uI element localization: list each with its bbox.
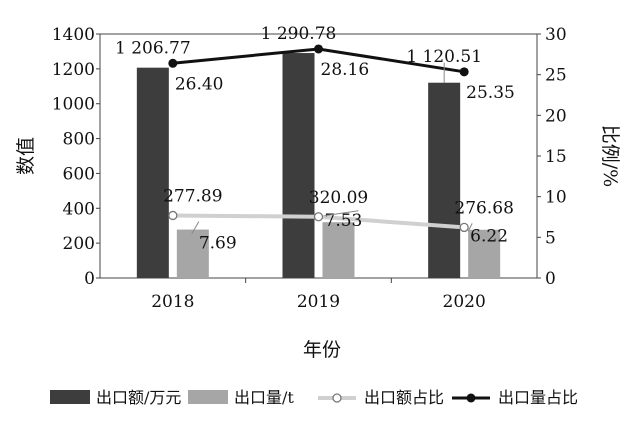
y2-tick-label: 20 xyxy=(545,106,567,126)
legend-swatch xyxy=(188,390,228,404)
x-tick-label: 2018 xyxy=(151,292,194,312)
point-export-value-share xyxy=(459,222,469,233)
data-label-export-value-share: 7.53 xyxy=(325,211,363,231)
y2-tick-label: 25 xyxy=(545,66,567,86)
point-export-volume-share xyxy=(314,44,323,54)
point-export-value-share xyxy=(168,210,178,221)
y-tick-label: 200 xyxy=(63,234,95,254)
y2-tick-label: 5 xyxy=(545,228,556,248)
x-axis-title: 年份 xyxy=(303,339,341,361)
data-label-export-volume: 277.89 xyxy=(163,186,222,206)
legend-label: 出口量/t xyxy=(234,388,294,407)
y-tick-label: 400 xyxy=(63,199,95,219)
legend-label: 出口量占比 xyxy=(498,388,578,407)
data-label-export-volume-share: 26.40 xyxy=(175,74,224,94)
leader-line xyxy=(191,221,200,234)
point-export-volume-share xyxy=(168,58,178,68)
plot-area: 0 200 400 600 800 1000 1200 1400 0 5 10 15 20 25 30 201… xyxy=(52,24,567,312)
x-tick-label: 2020 xyxy=(443,292,486,312)
point-export-volume-share xyxy=(459,67,469,77)
data-label-export-value: 1 120.51 xyxy=(406,47,482,67)
y-tick-label: 1400 xyxy=(52,25,95,45)
data-label-export-value: 1 290.78 xyxy=(261,24,337,44)
legend: 出口额/万元 出口量/t 出口额占比 出口量占比 xyxy=(50,388,578,407)
data-label-export-volume-share: 25.35 xyxy=(466,83,515,103)
data-label-export-volume: 320.09 xyxy=(309,188,368,208)
data-label-export-value: 1 206.77 xyxy=(115,38,191,58)
bar-export-volume xyxy=(322,222,355,278)
y2-tick-label: 30 xyxy=(545,25,567,45)
legend-label: 出口额/万元 xyxy=(96,388,181,407)
leader-line xyxy=(324,210,359,217)
legend-marker xyxy=(332,393,342,403)
bar-export-volume xyxy=(468,229,501,278)
data-label-export-volume: 276.68 xyxy=(454,198,513,218)
legend-marker xyxy=(466,393,476,403)
y-tick-label: 600 xyxy=(63,164,95,184)
y2-tick-label: 0 xyxy=(545,269,556,289)
data-label-export-value-share: 7.69 xyxy=(199,233,237,253)
data-label-export-value-share: 6.22 xyxy=(470,226,508,246)
y-tick-label: 1200 xyxy=(52,60,95,80)
y-axis-title: 数值 xyxy=(15,137,37,175)
y-tick-label: 1000 xyxy=(52,95,95,115)
y-tick-label: 800 xyxy=(63,130,95,150)
bar-export-value xyxy=(282,53,315,278)
bar-export-value xyxy=(136,67,169,278)
y-tick-label: 0 xyxy=(84,269,95,289)
data-label-export-volume-share: 28.16 xyxy=(321,60,370,80)
legend-swatch xyxy=(50,390,90,404)
y2-axis-title: 比例/% xyxy=(599,125,621,187)
y2-tick-label: 15 xyxy=(545,147,567,167)
leader-line xyxy=(467,223,473,232)
legend-label: 出口额占比 xyxy=(364,388,444,407)
bar-export-volume xyxy=(176,229,209,278)
y2-tick-label: 10 xyxy=(545,188,567,208)
bar-export-value xyxy=(428,82,461,278)
point-export-value-share xyxy=(313,212,324,222)
x-tick-label: 2019 xyxy=(297,292,340,312)
